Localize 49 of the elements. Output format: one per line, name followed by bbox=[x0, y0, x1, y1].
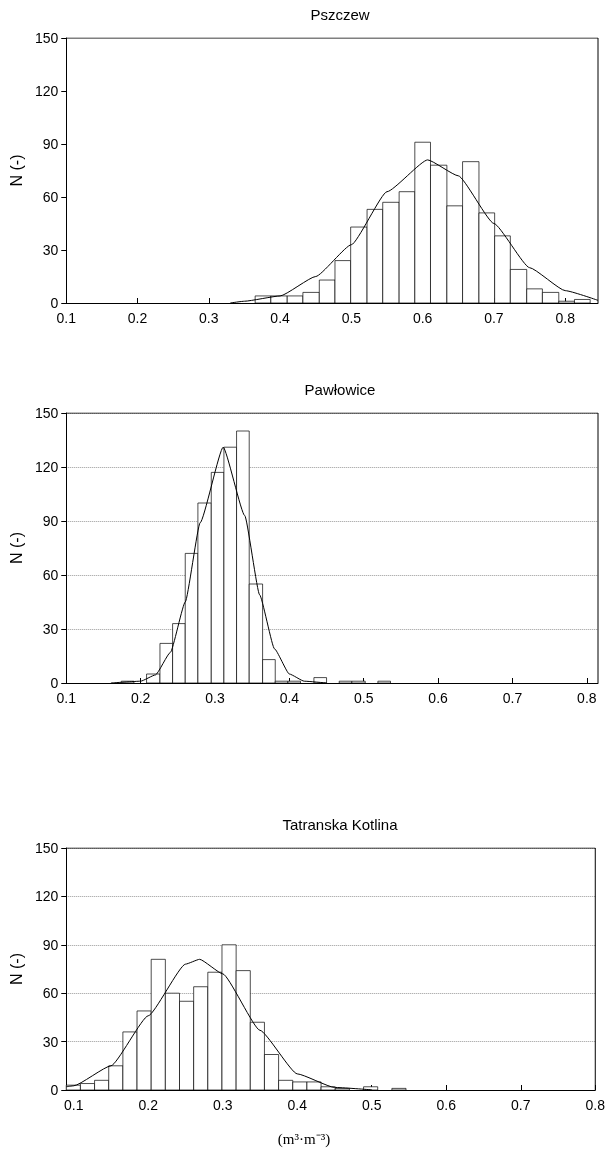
x-tick-label: 0.8 bbox=[555, 310, 576, 326]
y-tick-label: 0 bbox=[50, 1082, 59, 1098]
x-tick-label: 0.5 bbox=[341, 310, 362, 326]
x-tick-label: 0.1 bbox=[56, 310, 77, 326]
x-tick-label: 0.5 bbox=[362, 1097, 382, 1113]
y-tick-label: 150 bbox=[34, 30, 59, 46]
x-tick-label: 0.6 bbox=[412, 310, 433, 326]
y-axis-title: N (-) bbox=[7, 154, 25, 187]
x-tick-label: 0.8 bbox=[577, 690, 597, 706]
x-tick-label: 0.2 bbox=[127, 310, 148, 326]
x-tick-label: 0.6 bbox=[428, 690, 449, 706]
x-tick-label: 0.2 bbox=[130, 690, 151, 706]
y-tick-label: 150 bbox=[34, 840, 59, 856]
y-tick-label: 30 bbox=[42, 621, 59, 637]
y-tick-label: 150 bbox=[34, 405, 59, 421]
y-tick-label: 0 bbox=[50, 675, 59, 691]
x-tick-label: 0.3 bbox=[205, 690, 225, 706]
y-axis-title: N (-) bbox=[7, 532, 25, 564]
x-tick-label: 0.3 bbox=[212, 1097, 233, 1113]
x-axis-title: (m³·m⁻³) bbox=[277, 1130, 331, 1148]
x-tick-label: 0.7 bbox=[484, 310, 504, 326]
x-tick-label: 0.4 bbox=[287, 1097, 308, 1113]
x-tick-label: 0.8 bbox=[585, 1097, 606, 1113]
y-tick-label: 30 bbox=[42, 242, 59, 258]
y-tick-label: 90 bbox=[42, 136, 59, 152]
x-tick-label: 0.3 bbox=[199, 310, 219, 326]
y-tick-label: 120 bbox=[34, 83, 59, 99]
y-tick-label: 90 bbox=[42, 936, 59, 953]
chart-title: Pawłowice bbox=[304, 381, 376, 398]
x-tick-label: 0.4 bbox=[270, 310, 291, 326]
x-tick-label: 0.7 bbox=[502, 690, 523, 706]
x-tick-label: 0.1 bbox=[56, 690, 77, 706]
x-tick-label: 0.7 bbox=[511, 1097, 531, 1113]
y-tick-label: 60 bbox=[42, 189, 59, 205]
y-tick-label: 90 bbox=[42, 513, 59, 529]
x-tick-label: 0.6 bbox=[436, 1097, 457, 1113]
y-tick-label: 120 bbox=[34, 888, 59, 905]
y-tick-label: 120 bbox=[34, 459, 59, 475]
y-tick-label: 60 bbox=[42, 567, 59, 583]
y-tick-label: 60 bbox=[42, 985, 59, 1002]
x-tick-label: 0.1 bbox=[63, 1097, 84, 1113]
y-tick-label: 0 bbox=[50, 295, 59, 311]
y-tick-label: 30 bbox=[42, 1033, 59, 1050]
y-axis-title: N (-) bbox=[7, 953, 25, 985]
chart-title: Tatranska Kotlina bbox=[282, 816, 399, 833]
chart-title: Pszczew bbox=[310, 6, 370, 23]
x-tick-label: 0.5 bbox=[354, 690, 374, 706]
x-tick-label: 0.4 bbox=[279, 690, 300, 706]
x-tick-label: 0.2 bbox=[138, 1097, 159, 1113]
